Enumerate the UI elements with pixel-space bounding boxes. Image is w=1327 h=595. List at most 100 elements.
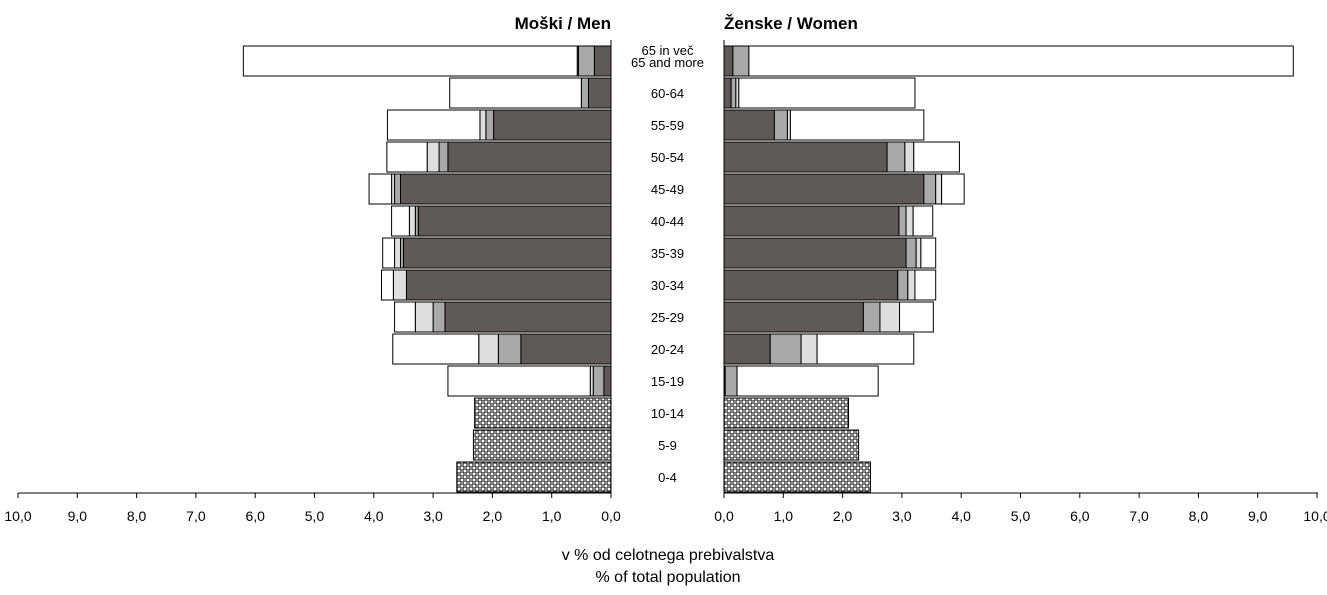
men-tick-label: 0,0 (601, 508, 621, 524)
women-bar-55-59-seg-1 (773, 109, 788, 141)
men-tick-label: 8,0 (127, 508, 147, 524)
women-bar-50-54-seg-1 (886, 141, 906, 173)
age-label: 55-59 (651, 118, 684, 133)
age-label: 10-14 (651, 406, 684, 421)
men-bar-20-24-seg-3 (392, 333, 480, 365)
age-label: 45-49 (651, 182, 684, 197)
women-bar-30-34-seg-2 (907, 269, 916, 301)
men-bar-45-49-seg-3 (368, 173, 393, 205)
women-bar-20-24-seg-1 (769, 333, 802, 365)
men-bar-50-54-seg-3 (386, 141, 428, 173)
women-tick-label: 0,0 (714, 508, 734, 524)
men-bar-25-29-seg-1 (432, 301, 446, 333)
men-bar-25-29-seg-2 (414, 301, 434, 333)
women-tick-label: 5,0 (1011, 508, 1031, 524)
age-label: 65 in več (641, 43, 694, 58)
women-bar-60-64-seg-3 (738, 77, 916, 109)
men-bar-60-64-seg-0 (587, 77, 612, 109)
men-bar-30-34-seg-2 (392, 269, 407, 301)
men-tick-label: 4,0 (364, 508, 384, 524)
men-bar-50-54-seg-1 (438, 141, 449, 173)
men-bars (242, 45, 612, 493)
men-title: Moški / Men (515, 14, 611, 33)
women-bar-5-9-seg-0 (723, 429, 860, 461)
men-tick-label: 10,0 (4, 508, 31, 524)
men-bar-60-64-seg-1 (580, 77, 589, 109)
men-bar-20-24-seg-1 (497, 333, 522, 365)
men-tick-label: 1,0 (542, 508, 562, 524)
women-bar-15-19-seg-3 (736, 365, 879, 397)
men-bar-65-in-več-seg-0 (593, 45, 612, 77)
women-bar-40-44-seg-3 (912, 205, 934, 237)
men-bar-55-59-seg-0 (493, 109, 612, 141)
women-bar-45-49-seg-0 (723, 173, 925, 205)
men-bar-15-19-seg-1 (592, 365, 605, 397)
age-group-labels: 0-4 5-9 10-14 15-19 20-24 25-29 30-34 35-39 40-4… (631, 43, 704, 485)
women-bar-15-19-seg-1 (724, 365, 738, 397)
women-bar-65-in-več-seg-1 (732, 45, 750, 77)
women-tick-label: 8,0 (1189, 508, 1209, 524)
men-bar-10-14-seg-0 (474, 397, 612, 429)
men-bar-40-44-seg-3 (391, 205, 410, 237)
men-bar-55-59-seg-3 (386, 109, 481, 141)
men-bar-55-59-seg-2 (479, 109, 487, 141)
age-label: 50-54 (651, 150, 684, 165)
women-bar-30-34-seg-3 (914, 269, 937, 301)
women-bar-35-39-seg-3 (920, 237, 937, 269)
men-bar-15-19-seg-0 (603, 365, 612, 397)
women-bar-20-24-seg-2 (800, 333, 818, 365)
women-bar-35-39-seg-1 (905, 237, 917, 269)
women-tick-label: 1,0 (774, 508, 794, 524)
men-bar-30-34-seg-0 (405, 269, 612, 301)
men-tick-label: 2,0 (483, 508, 503, 524)
women-bar-60-64-seg-0 (723, 77, 732, 109)
men-bar-40-44-seg-2 (408, 205, 416, 237)
men-bar-55-59-seg-1 (485, 109, 495, 141)
women-bar-65-in-več-seg-0 (723, 45, 734, 77)
women-bar-65-in-več-seg-3 (748, 45, 1294, 77)
men-tick-label: 3,0 (423, 508, 443, 524)
age-label: 65 and more (631, 55, 704, 70)
age-label: 60-64 (651, 86, 684, 101)
men-bar-25-29-seg-3 (394, 301, 416, 333)
women-bar-40-44-seg-2 (905, 205, 914, 237)
women-bar-25-29-seg-3 (899, 301, 934, 333)
women-bar-10-14-seg-0 (723, 397, 850, 429)
women-bar-20-24-seg-3 (816, 333, 915, 365)
women-bar-30-34-seg-0 (723, 269, 899, 301)
women-tick-label: 4,0 (951, 508, 971, 524)
x-axis-label-english: % of total population (596, 569, 741, 586)
women-bar-40-44-seg-1 (898, 205, 907, 237)
age-label: 0-4 (658, 470, 677, 485)
women-bar-25-29-seg-1 (862, 301, 881, 333)
men-bar-45-49-seg-1 (394, 173, 401, 205)
men-bar-20-24-seg-2 (478, 333, 499, 365)
women-bar-25-29-seg-0 (723, 301, 864, 333)
men-bar-0-4-seg-0 (456, 461, 612, 493)
women-bar-50-54-seg-0 (723, 141, 888, 173)
age-label: 30-34 (651, 278, 684, 293)
age-label: 20-24 (651, 342, 684, 357)
women-bars (723, 45, 1294, 493)
men-bar-25-29-seg-0 (444, 301, 612, 333)
women-tick-label: 7,0 (1129, 508, 1149, 524)
women-bar-40-44-seg-0 (723, 205, 900, 237)
men-tick-label: 9,0 (68, 508, 88, 524)
women-title: Ženske / Women (724, 14, 858, 33)
men-bar-30-34-seg-3 (381, 269, 394, 301)
men-bar-5-9-seg-0 (472, 429, 612, 461)
men-tick-label: 7,0 (186, 508, 206, 524)
women-bar-60-64-seg-1 (730, 77, 737, 109)
men-bar-40-44-seg-0 (417, 205, 612, 237)
age-label: 5-9 (658, 438, 677, 453)
men-bar-35-39-seg-3 (382, 237, 396, 269)
men-bar-50-54-seg-2 (426, 141, 440, 173)
women-bar-45-49-seg-3 (941, 173, 965, 205)
men-bar-15-19-seg-3 (447, 365, 591, 397)
women-bar-30-34-seg-1 (897, 269, 909, 301)
women-bar-35-39-seg-2 (915, 237, 922, 269)
women-bar-20-24-seg-0 (723, 333, 771, 365)
men-bar-65-in-več-seg-3 (242, 45, 578, 77)
men-bar-60-64-seg-3 (449, 77, 582, 109)
men-bar-65-in-več-seg-1 (577, 45, 595, 77)
